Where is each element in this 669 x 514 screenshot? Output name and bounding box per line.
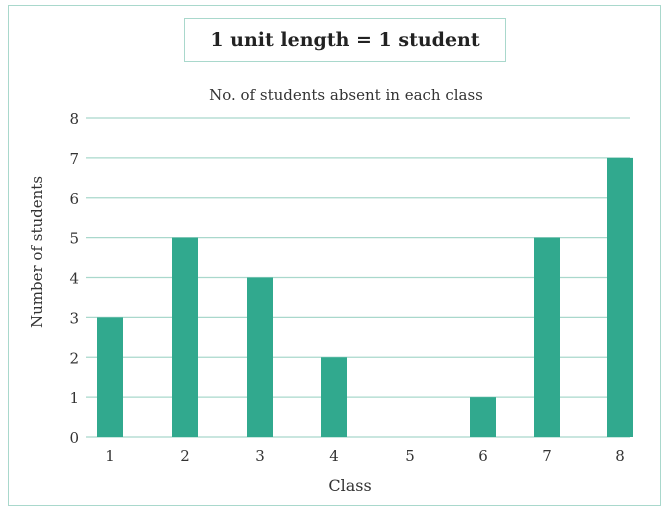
- x-tick-label: 4: [329, 447, 339, 465]
- x-tick-label: 6: [478, 447, 488, 465]
- unit-length-note: 1 unit length = 1 student: [184, 18, 506, 62]
- x-tick-label: 7: [542, 447, 552, 465]
- x-axis-label: Class: [328, 476, 371, 495]
- chart-frame: [8, 5, 661, 506]
- x-tick-label: 5: [405, 447, 415, 465]
- chart-title: No. of students absent in each class: [209, 86, 483, 104]
- y-tick-label: 1: [69, 389, 79, 407]
- y-tick-label: 3: [69, 309, 79, 327]
- bar-class-8: [607, 157, 633, 437]
- bar-class-1: [97, 317, 123, 437]
- y-axis-label: Number of students: [28, 176, 46, 328]
- bar-class-3: [247, 277, 273, 437]
- y-tick-label: 2: [69, 349, 79, 367]
- x-tick-label: 3: [255, 447, 265, 465]
- y-tick-label: 0: [69, 429, 79, 447]
- bar-class-7: [534, 237, 560, 437]
- y-tick-label: 6: [69, 190, 79, 208]
- bar-class-6: [470, 397, 496, 437]
- y-tick-label: 5: [69, 230, 79, 248]
- x-tick-label: 2: [180, 447, 190, 465]
- x-tick-label: 1: [105, 447, 115, 465]
- y-tick-label: 8: [69, 110, 79, 128]
- bar-class-2: [172, 237, 198, 437]
- y-tick-label: 7: [69, 150, 79, 168]
- bar-class-4: [321, 357, 347, 437]
- x-tick-label: 8: [615, 447, 625, 465]
- y-tick-label: 4: [69, 270, 79, 288]
